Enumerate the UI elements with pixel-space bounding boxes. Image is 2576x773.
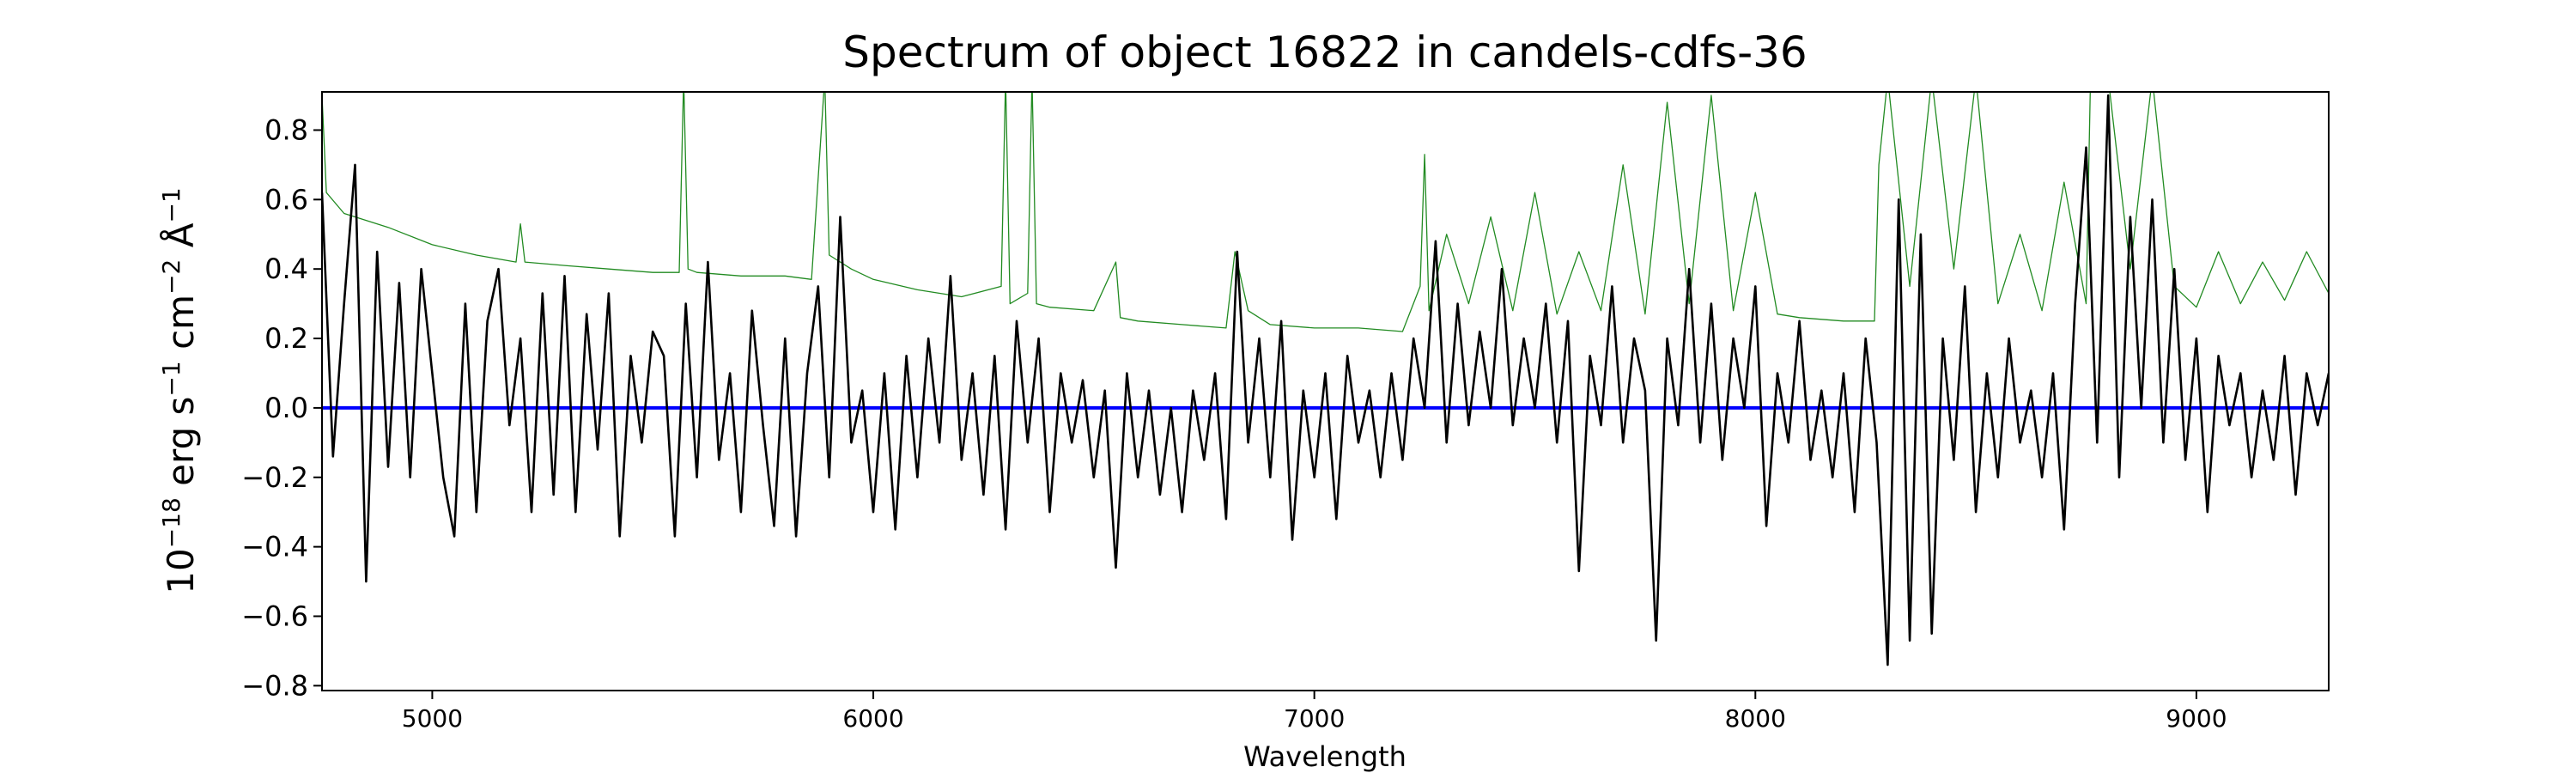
x-tick-label: 8000 <box>1725 704 1786 733</box>
y-tick-label: 0.8 <box>264 113 308 146</box>
flux-spectrum-line <box>322 94 2329 666</box>
x-tick-label: 9000 <box>2166 704 2227 733</box>
y-label-exp3: −2 <box>157 259 185 295</box>
chart-title: Spectrum of object 16822 in candels-cdfs… <box>842 27 1807 77</box>
y-tick-label: 0.6 <box>264 183 308 216</box>
y-label-exp2: −1 <box>157 361 185 396</box>
plot-frame <box>321 91 2330 691</box>
x-tick-label: 6000 <box>842 704 903 733</box>
error-spectrum-line <box>322 92 2329 332</box>
y-tick-label: 0.0 <box>264 392 308 424</box>
x-tick-label: 5000 <box>402 704 463 733</box>
y-tick-label: −0.2 <box>241 461 308 494</box>
series-layer <box>322 92 2329 666</box>
y-label-exp1: −18 <box>157 497 185 548</box>
x-tick-label: 7000 <box>1284 704 1345 733</box>
ticks-layer: 5000 6000 7000 8000 9000 −0.8 −0.6 −0.4 −0.2 0.0 0… <box>241 113 2227 733</box>
y-label-t1: erg s <box>160 397 202 498</box>
y-tick-label: −0.8 <box>241 669 308 702</box>
y-label-base: 10 <box>160 548 202 593</box>
y-label-t3: Å <box>159 222 202 259</box>
x-axis-label: Wavelength <box>1243 740 1406 773</box>
y-tick-label: 0.2 <box>264 322 308 355</box>
y-axis-label: 10−18 erg s−1 cm−2 Å−1 <box>157 187 202 593</box>
y-label-exp4: −1 <box>157 187 185 222</box>
y-label-t2: cm <box>160 295 202 361</box>
y-tick-label: −0.4 <box>241 531 308 563</box>
y-tick-label: 0.4 <box>264 253 308 285</box>
y-tick-label: −0.6 <box>241 600 308 632</box>
